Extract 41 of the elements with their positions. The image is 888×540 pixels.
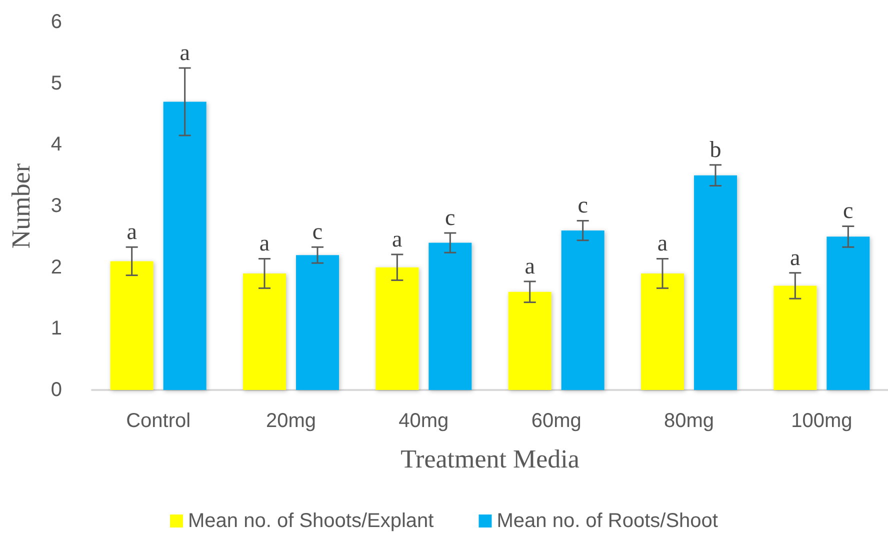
bar bbox=[826, 236, 870, 390]
y-tick-label: 1 bbox=[50, 318, 62, 340]
x-tick-label: 40mg bbox=[398, 410, 449, 432]
data-label: c bbox=[312, 219, 323, 244]
bar bbox=[508, 292, 552, 390]
data-label: a bbox=[126, 219, 137, 244]
bar bbox=[774, 286, 817, 390]
y-tick-label: 5 bbox=[50, 72, 62, 94]
bar bbox=[561, 230, 604, 390]
x-tick-label: 80mg bbox=[664, 410, 714, 432]
x-tick-label: 60mg bbox=[531, 410, 582, 432]
legend-label: Mean no. of Roots/Shoot bbox=[496, 510, 718, 532]
data-label: b bbox=[710, 136, 722, 162]
y-tick-label: 6 bbox=[50, 11, 62, 33]
data-label: c bbox=[445, 204, 456, 230]
y-axis-title: Number bbox=[6, 163, 36, 249]
x-tick-label: 100mg bbox=[791, 410, 852, 432]
data-label: a bbox=[524, 253, 535, 278]
data-label: a bbox=[790, 244, 800, 270]
data-label: c bbox=[578, 192, 588, 218]
bar bbox=[694, 175, 737, 390]
x-tick-label: Control bbox=[126, 410, 191, 432]
data-label: a bbox=[392, 226, 402, 252]
bar bbox=[428, 242, 472, 390]
bar bbox=[243, 273, 286, 390]
bar bbox=[296, 255, 339, 390]
y-tick-label: 2 bbox=[50, 256, 62, 278]
bar bbox=[163, 102, 206, 390]
data-label: a bbox=[657, 230, 668, 256]
x-axis-title: Treatment Media bbox=[400, 444, 580, 474]
y-tick-label: 0 bbox=[50, 379, 62, 401]
bar bbox=[110, 261, 154, 390]
y-tick-label: 3 bbox=[50, 195, 62, 217]
bar bbox=[376, 267, 419, 390]
y-tick-label: 4 bbox=[50, 134, 62, 156]
data-label: c bbox=[843, 198, 854, 224]
x-tick-label: 20mg bbox=[266, 410, 316, 432]
data-label: a bbox=[180, 40, 190, 65]
legend-label: Mean no. of Shoots/Explant bbox=[188, 510, 434, 532]
data-label: a bbox=[259, 230, 270, 256]
bar bbox=[641, 273, 684, 390]
